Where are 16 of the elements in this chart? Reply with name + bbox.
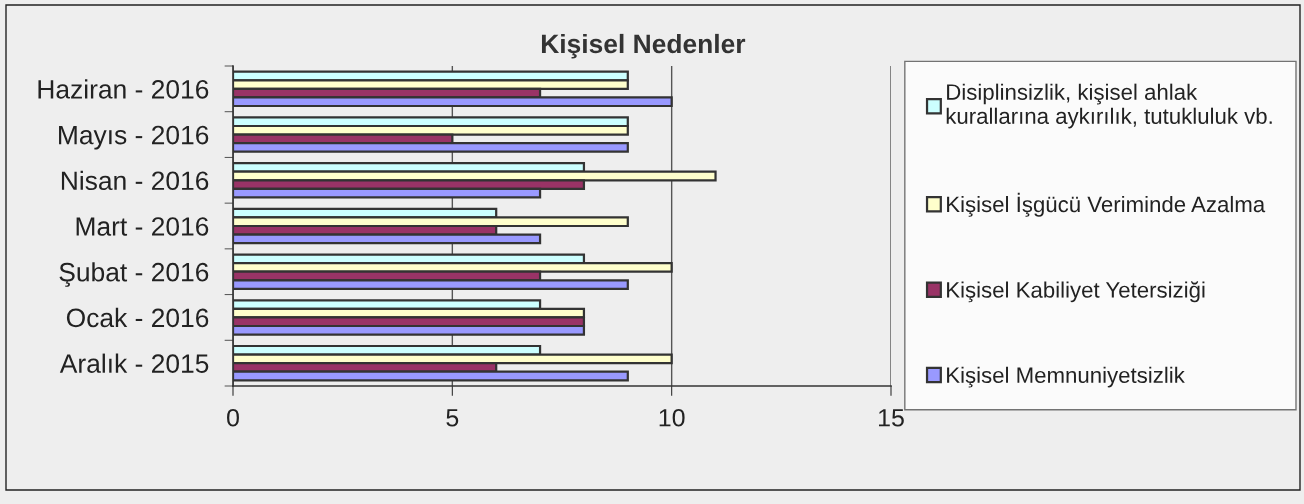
legend-label: Kişisel Memnuniyetsizlik: [947, 366, 1185, 388]
legend-label: Disiplinsizlik, kişisel ahlak kurallarına aykırılık, tutukluluk vb.: [946, 83, 1272, 129]
x-tick-label: 5: [446, 409, 459, 427]
y-tick-label: Haziran - 2016: [38, 79, 209, 99]
x-tick-label: 10: [659, 408, 685, 427]
y-tick-label: Mart - 2016: [76, 217, 209, 236]
chart-title: Kişisel Nedenler: [541, 33, 746, 59]
y-tick-label: Ocak - 2016: [66, 307, 209, 328]
y-tick-label: Şubat - 2016: [59, 262, 209, 287]
legend-label: Kişisel İşgücü Veriminde Azalma: [947, 192, 1266, 217]
legend-label: Kişisel Kabiliyet Yetersiziği: [947, 281, 1205, 303]
x-tick-label: 0: [227, 408, 239, 427]
y-tick-label: Mayıs - 2016: [59, 125, 209, 150]
x-tick-label: 15: [879, 409, 904, 427]
y-tick-label: Nisan - 2016: [61, 170, 209, 191]
y-tick-label: Aralık - 2015: [59, 353, 209, 373]
